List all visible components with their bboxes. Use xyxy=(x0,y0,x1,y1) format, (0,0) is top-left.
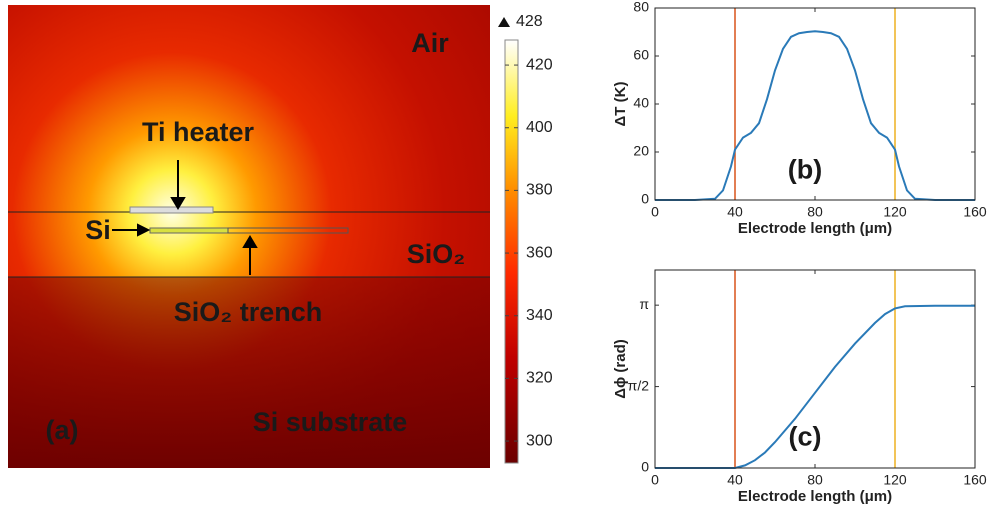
y-tick-label: 60 xyxy=(633,47,649,63)
x-tick-label: 160 xyxy=(963,204,987,220)
colorbar-max: 428 xyxy=(516,13,543,30)
x-tick-label: 40 xyxy=(727,204,743,220)
x-axis-label: Electrode length (μm) xyxy=(738,488,892,505)
figure: Air Ti heater Si SiO₂ SiO₂ trench Si substrat… xyxy=(0,0,992,518)
colorbar xyxy=(505,40,518,463)
max-marker xyxy=(498,17,510,27)
region-label: Si xyxy=(85,215,111,245)
y-tick-label: 20 xyxy=(633,143,649,159)
x-tick-label: 0 xyxy=(651,204,659,220)
y-tick-label: 0 xyxy=(641,191,649,207)
heater xyxy=(130,207,213,213)
x-tick-label: 80 xyxy=(807,472,823,488)
region-label: Ti heater xyxy=(142,117,255,147)
region-label: (a) xyxy=(46,415,79,445)
panel-label: (c) xyxy=(789,421,822,451)
colorbar-label: 360 xyxy=(526,244,553,261)
region-label: Si substrate xyxy=(253,407,408,437)
x-tick-label: 120 xyxy=(883,472,907,488)
colorbar-label: 340 xyxy=(526,307,553,324)
colorbar-label: 400 xyxy=(526,119,553,136)
x-tick-label: 120 xyxy=(883,204,907,220)
x-tick-label: 40 xyxy=(727,472,743,488)
region-label: SiO₂ trench xyxy=(174,297,323,327)
panel-label: (b) xyxy=(788,154,822,184)
y-tick-label: 40 xyxy=(633,95,649,111)
colorbar-label: 380 xyxy=(526,182,553,199)
x-tick-label: 160 xyxy=(963,472,987,488)
waveguide xyxy=(150,228,228,233)
y-tick-label: π xyxy=(639,296,649,312)
colorbar-label: 300 xyxy=(526,432,553,449)
x-tick-label: 80 xyxy=(807,204,823,220)
y-tick-label: 0 xyxy=(641,459,649,475)
y-tick-label: 80 xyxy=(633,0,649,15)
x-axis-label: Electrode length (μm) xyxy=(738,220,892,237)
y-axis-label: Δϕ (rad) xyxy=(612,339,629,399)
colorbar-label: 420 xyxy=(526,56,553,73)
region-label: SiO₂ xyxy=(407,239,466,269)
y-tick-label: π/2 xyxy=(628,377,650,393)
colorbar-label: 320 xyxy=(526,370,553,387)
region-label: Air xyxy=(411,28,449,58)
y-axis-label: ΔT (K) xyxy=(612,82,629,127)
x-tick-label: 0 xyxy=(651,472,659,488)
